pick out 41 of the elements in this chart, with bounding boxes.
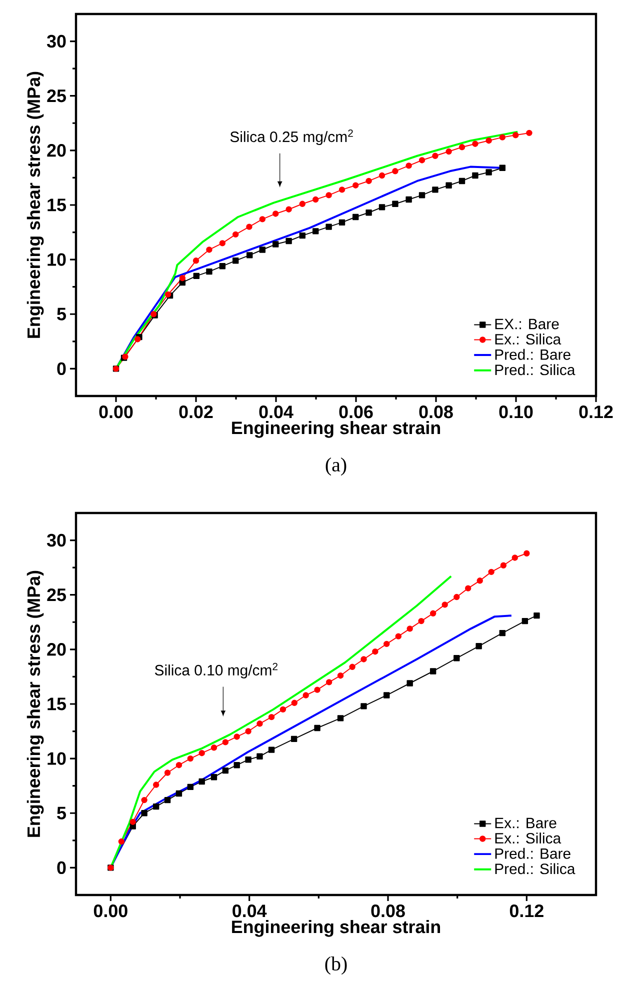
annotation: Silica 0.10 mg/cm$^{2}$ xyxy=(154,662,278,678)
legend-label: Ex.: Silica xyxy=(495,334,562,345)
y-tick-label: 0 xyxy=(57,362,66,376)
legend-label: Ex.: Bare xyxy=(495,818,556,828)
y-axis-title: Engineering shear stress (MPa) xyxy=(26,72,44,338)
x-tick-label: 0.04 xyxy=(232,904,267,918)
y-tick-label: 30 xyxy=(46,34,66,48)
x-tick-label: 0.08 xyxy=(419,406,453,418)
y-tick-label: 5 xyxy=(57,806,66,820)
legend-label: EX.: Bare xyxy=(495,318,559,330)
legend-label: Ex.: Silica xyxy=(495,832,562,844)
y-tick-label: 30 xyxy=(46,534,66,547)
y-tick-label: 0 xyxy=(57,861,66,874)
x-tick-label: 0.04 xyxy=(259,406,294,418)
x-tick-label: 0.12 xyxy=(579,406,613,418)
legend-label: Pred.: Silica xyxy=(495,364,576,376)
y-tick-label: 10 xyxy=(48,253,66,266)
x-tick-label: 0.12 xyxy=(510,904,544,918)
x-axis-title: Engineering shear strain xyxy=(232,920,440,937)
x-tick-label: 0.10 xyxy=(499,406,533,418)
y-tick-label: 15 xyxy=(48,198,66,212)
legend-label: Pred.: Silica xyxy=(495,863,576,874)
x-tick-label: 0.02 xyxy=(179,406,213,418)
y-axis-title: Engineering shear stress (MPa) xyxy=(26,570,44,837)
y-tick-label: 25 xyxy=(47,588,66,602)
x-tick-label: 0.00 xyxy=(94,904,128,918)
y-tick-label: 25 xyxy=(47,89,66,102)
annotation: Silica 0.25 mg/cm$^{2}$ xyxy=(230,129,353,146)
text: (b) xyxy=(325,956,347,975)
y-tick-label: 15 xyxy=(48,698,66,710)
legend-label: Pred.: Bare xyxy=(495,848,570,859)
legend-label: Pred.: Bare xyxy=(495,348,570,360)
text: (a) xyxy=(326,458,346,476)
y-tick-label: 10 xyxy=(48,752,66,765)
y-tick-label: 5 xyxy=(57,308,66,320)
y-tick-label: 20 xyxy=(47,643,66,656)
y-tick-label: 20 xyxy=(47,144,66,157)
x-axis-title: Engineering shear strain xyxy=(232,421,440,438)
x-tick-label: 0.00 xyxy=(99,406,133,418)
x-tick-label: 0.08 xyxy=(371,904,405,918)
x-tick-label: 0.06 xyxy=(339,406,373,418)
